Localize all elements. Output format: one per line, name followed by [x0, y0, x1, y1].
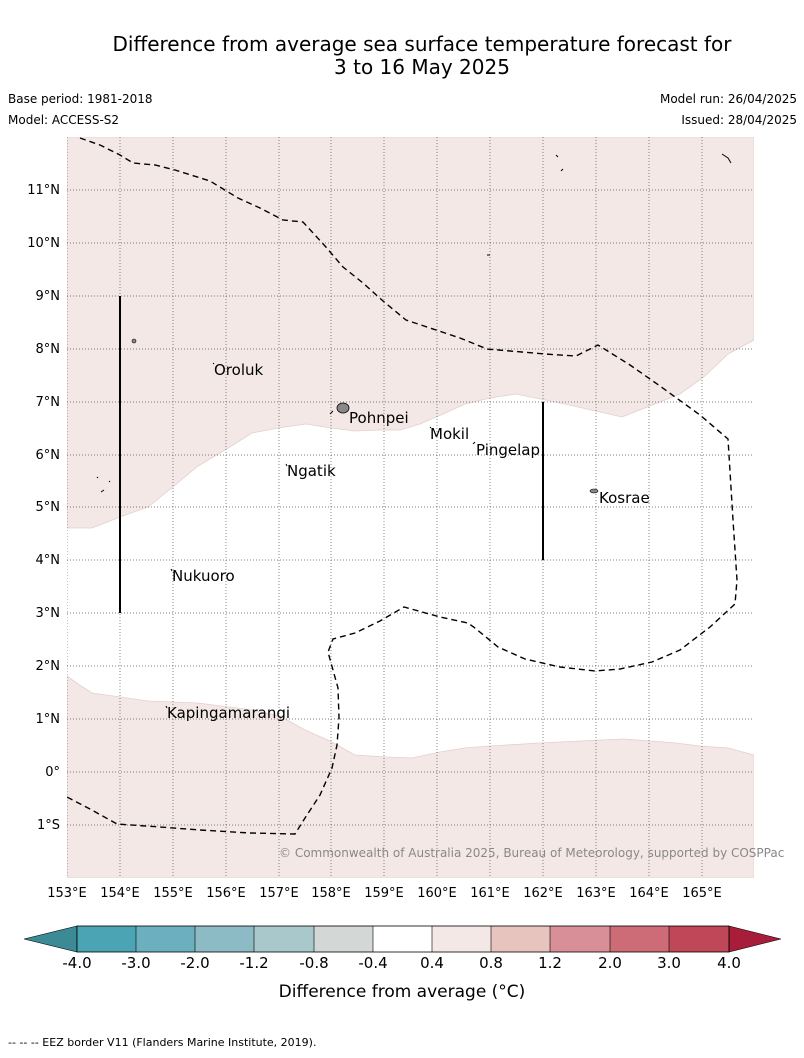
- lat-label: 6°N: [36, 448, 61, 463]
- colorbar-tick: 1.2: [538, 954, 562, 972]
- lat-label: 8°N: [36, 342, 61, 357]
- place-label-ngatik: Ngatik: [287, 462, 336, 480]
- lat-label: 0°: [45, 765, 60, 780]
- eez-borders: [67, 137, 738, 835]
- lon-label: 158°E: [311, 886, 351, 901]
- place-label-pohnpei: Pohnpei: [349, 409, 409, 427]
- colorbar-bin: [195, 926, 254, 952]
- colorbar-bin: [373, 926, 432, 952]
- colorbar-tick: -0.4: [358, 954, 387, 972]
- colorbar-tick: -1.2: [239, 954, 268, 972]
- model-run-date: Model run: 26/04/2025: [659, 92, 797, 106]
- colorbar-tick-labels: -4.0 -3.0 -2.0 -1.2 -0.8 -0.4 0.4 0.8 1.…: [62, 954, 741, 972]
- lat-label: 1°S: [37, 818, 60, 833]
- place-label-kosrae: Kosrae: [599, 489, 650, 507]
- place-label-mokil: Mokil: [430, 425, 469, 443]
- lat-label: 11°N: [27, 183, 60, 198]
- colorbar-bin: [669, 926, 729, 952]
- lon-label: 162°E: [523, 886, 563, 901]
- lon-label: 153°E: [47, 886, 87, 901]
- lat-label: 9°N: [36, 289, 61, 304]
- lat-label: 7°N: [36, 395, 61, 410]
- colorbar-tick: -4.0: [62, 954, 91, 972]
- place-label-nukuoro: Nukuoro: [172, 567, 235, 585]
- pohnpei-island: [336, 402, 350, 414]
- lon-label: 161°E: [470, 886, 510, 901]
- lon-label: 155°E: [153, 886, 193, 901]
- colorbar-frame: [76, 925, 730, 953]
- lon-label: 159°E: [364, 886, 404, 901]
- small-islets: [96, 153, 732, 709]
- lat-label: 4°N: [36, 553, 61, 568]
- map-title-line-2: 3 to 16 May 2025: [334, 55, 510, 79]
- lat-label: 10°N: [27, 236, 60, 251]
- colorbar-extend-high: [728, 925, 782, 953]
- issued-date: Issued: 28/04/2025: [681, 113, 797, 127]
- gridlines: [67, 137, 754, 878]
- copyright-notice: © Commonwealth of Australia 2025, Bureau…: [279, 846, 784, 860]
- place-label-kapingamarangi: Kapingamarangi: [167, 704, 290, 722]
- colorbar-bin: [550, 926, 610, 952]
- colorbar-bin: [314, 926, 373, 952]
- colorbar-bin: [136, 926, 195, 952]
- colorbar-bin: [491, 926, 550, 952]
- lat-label: 2°N: [36, 659, 61, 674]
- colorbar-tick: 2.0: [598, 954, 622, 972]
- colorbar-dividers: [135, 926, 670, 952]
- longitude-labels: 153°E 154°E 155°E 156°E 157°E 158°E 159°…: [47, 886, 722, 901]
- colorbar-bin: [610, 926, 669, 952]
- lon-label: 160°E: [417, 886, 457, 901]
- colorbar-tick: -3.0: [121, 954, 150, 972]
- eez-legend: -- -- -- EEZ border V11 (Flanders Marine…: [8, 1036, 317, 1049]
- lon-label: 165°E: [682, 886, 722, 901]
- small-island: [131, 338, 137, 344]
- base-period: Base period: 1981-2018: [8, 92, 153, 106]
- colorbar-extend-low: [23, 925, 78, 953]
- anomaly-region-south: [67, 675, 754, 878]
- lat-label: 3°N: [36, 606, 61, 621]
- lon-label: 164°E: [629, 886, 669, 901]
- lon-label: 156°E: [206, 886, 246, 901]
- latitude-labels: 11°N 10°N 9°N 8°N 7°N 6°N 5°N 4°N 3°N 2°…: [27, 183, 60, 833]
- colorbar-tick: 3.0: [657, 954, 681, 972]
- colorbar-tick: 0.8: [479, 954, 503, 972]
- lat-label: 5°N: [36, 500, 61, 515]
- anomaly-region-north: [67, 137, 754, 529]
- colorbar: [23, 925, 782, 953]
- colorbar-tick: 0.4: [420, 954, 444, 972]
- place-label-oroluk: Oroluk: [214, 361, 263, 379]
- colorbar-tick: 4.0: [717, 954, 741, 972]
- place-label-pingelap: Pingelap: [476, 441, 540, 459]
- lat-label: 1°N: [36, 712, 61, 727]
- model-name: Model: ACCESS-S2: [8, 113, 120, 127]
- colorbar-label: Difference from average (°C): [279, 982, 526, 1002]
- colorbar-tick: -2.0: [180, 954, 209, 972]
- lon-label: 157°E: [259, 886, 299, 901]
- place-labels: Oroluk Pohnpei Mokil Pingelap Ngatik Kos…: [167, 361, 650, 722]
- lon-label: 163°E: [576, 886, 616, 901]
- kosrae-island: [589, 488, 599, 494]
- colorbar-bin: [77, 926, 136, 952]
- colorbar-bin: [432, 926, 491, 952]
- lon-label: 154°E: [100, 886, 140, 901]
- colorbar-tick: -0.8: [299, 954, 328, 972]
- map-title-line-1: Difference from average sea surface temp…: [112, 32, 732, 56]
- colorbar-bin: [254, 926, 314, 952]
